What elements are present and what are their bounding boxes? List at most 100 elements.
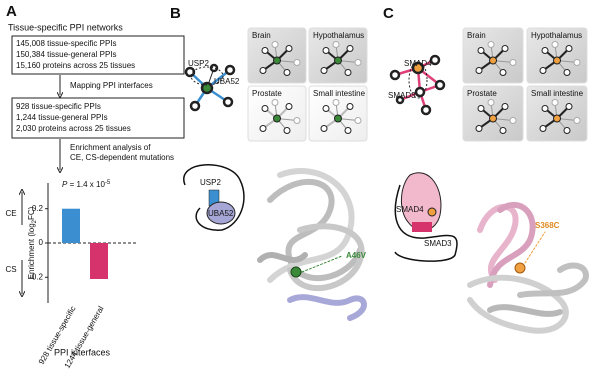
tissue-panels: Brain Hypothalamus Prostate Small intestine (462, 27, 588, 142)
node (541, 47, 549, 54)
p-exp: -5 (105, 180, 111, 186)
tissue-panels: Brain Hypothalamus Prostate Small intestine (247, 27, 368, 142)
protein-structure (467, 201, 589, 334)
node (346, 45, 354, 52)
mutation-label: A46V (346, 251, 367, 260)
tissue-label: Brain (467, 31, 486, 40)
node (273, 56, 281, 65)
node (344, 127, 352, 134)
node (293, 59, 301, 66)
box-line: 1,244 tissue-general PPIs (16, 113, 108, 122)
node (475, 125, 483, 132)
tissue-label: Hypothalamus (531, 31, 582, 40)
node (477, 47, 485, 54)
node (259, 125, 267, 132)
box (11, 97, 185, 139)
node (261, 105, 269, 112)
box-line: 15,160 proteins across 25 tissues (16, 61, 135, 70)
p-value: P = 1.4 x 10-5 (62, 180, 111, 190)
protein-label: USP2 (188, 59, 209, 68)
protein-structure (257, 168, 367, 321)
y-tick-label: -0.2 (29, 272, 43, 281)
protein-label: SMAD3 (388, 91, 416, 100)
box-line: 928 tissue-specific PPIs (16, 102, 101, 111)
network (184, 63, 236, 112)
node (487, 41, 495, 48)
box-line: 145,008 tissue-specific PPIs (16, 39, 117, 48)
node (354, 59, 362, 66)
node (293, 117, 301, 124)
node (346, 103, 354, 110)
box-line: 2,030 proteins across 25 tissues (16, 124, 131, 133)
tissue-label: Hypothalamus (313, 31, 364, 40)
node (285, 103, 293, 110)
node (573, 59, 581, 66)
node (489, 114, 497, 123)
network (389, 54, 446, 116)
protein-label: UBA52 (208, 209, 234, 218)
node (487, 99, 495, 106)
node (563, 69, 571, 76)
bar (90, 243, 108, 279)
step-text: Mapping PPI interfaces (70, 81, 153, 90)
panel-label: B (170, 5, 181, 22)
node (553, 56, 561, 65)
y-tick-label: 0.2 (32, 204, 44, 213)
node (322, 47, 330, 54)
y-axis-label: Enrichment (log2FC) (27, 206, 37, 279)
y-label: FC) (27, 206, 36, 220)
node (320, 67, 328, 74)
node (489, 56, 497, 65)
node (344, 69, 352, 76)
node (273, 114, 281, 123)
tissue-label: Prostate (467, 89, 497, 98)
protein-label: SMAD4 (404, 59, 432, 68)
node (283, 127, 291, 134)
node (320, 125, 328, 132)
node (354, 117, 362, 124)
node (271, 99, 279, 106)
step-text: CE, CS-dependent mutations (70, 153, 174, 162)
node (501, 45, 509, 52)
workflow-title: Tissue-specific PPI networks (8, 22, 123, 32)
node (539, 67, 547, 74)
p: P (62, 180, 68, 189)
x-axis-label: PPI interfaces (54, 347, 111, 357)
node (332, 41, 340, 48)
mutation-label: S368C (535, 221, 560, 230)
node (475, 67, 483, 74)
bar-chart: CE CS Enrichment (log2FC) PPI interfaces… (5, 183, 138, 370)
box-line: 150,384 tissue-general PPIs (16, 50, 117, 59)
node (541, 105, 549, 112)
step-text: Enrichment analysis of (70, 143, 151, 152)
node (332, 99, 340, 106)
node (261, 47, 269, 54)
node (334, 114, 342, 123)
node (499, 69, 507, 76)
tissue-label: Brain (252, 31, 271, 40)
node (573, 117, 581, 124)
tissue-label: Small intestine (313, 89, 366, 98)
cs-label: CS (5, 265, 16, 274)
node (283, 69, 291, 76)
bar (62, 208, 80, 243)
y-label: Enrichment (log (27, 223, 36, 279)
node (501, 103, 509, 110)
protein-label: USP2 (200, 178, 221, 187)
protein-label: SMAD3 (424, 239, 452, 248)
node (509, 117, 517, 124)
box (11, 35, 185, 75)
protein-label: UBA52 (214, 77, 240, 86)
node (271, 41, 279, 48)
tissue-label: Small intestine (531, 89, 584, 98)
panel-label: C (383, 5, 394, 22)
node (322, 105, 330, 112)
node (551, 41, 559, 48)
node (499, 127, 507, 134)
ce-label: CE (5, 209, 16, 218)
y-label-sub: 2 (32, 219, 38, 223)
node (334, 56, 342, 65)
node (565, 45, 573, 52)
node (539, 125, 547, 132)
p-text: = 1.4 x 10 (67, 180, 105, 189)
